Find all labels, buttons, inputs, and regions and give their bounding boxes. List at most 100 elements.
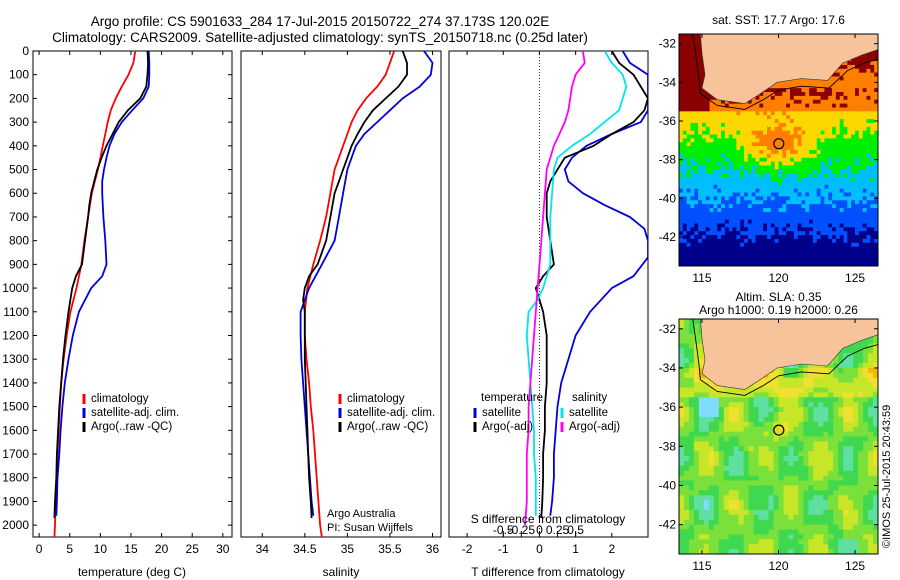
difference-legend-label: satellite — [569, 407, 608, 419]
sst-cell — [744, 250, 749, 255]
sla-cell — [808, 377, 814, 384]
sst-cell — [701, 92, 707, 97]
sst-cell — [728, 208, 734, 213]
sla-cell — [723, 509, 730, 516]
sst-cell — [767, 223, 772, 228]
sst-cell — [809, 246, 814, 252]
sst-cell — [855, 80, 860, 85]
sla-cell — [693, 544, 700, 550]
sst-cell — [701, 200, 707, 205]
sla-cell — [823, 446, 829, 452]
sla-cell — [773, 529, 780, 536]
sst-cell — [763, 107, 768, 112]
sst-cell — [858, 238, 864, 244]
sla-cell — [818, 509, 824, 516]
sst-cell — [755, 262, 760, 266]
sst-cell — [782, 192, 787, 197]
sst-cell — [694, 173, 699, 178]
sst-cell — [724, 211, 730, 217]
sst-cell — [724, 107, 730, 112]
sst-cell — [767, 115, 772, 120]
sla-cell — [783, 397, 790, 403]
sla-cell — [753, 407, 760, 413]
sla-cell — [828, 441, 834, 447]
sst-cell — [862, 180, 868, 186]
sla-cell — [723, 524, 730, 531]
sst-cell — [839, 238, 845, 244]
sst-cell — [732, 173, 738, 178]
sla-cell — [823, 367, 829, 374]
sst-cell — [679, 161, 684, 167]
sla-cell — [758, 436, 765, 442]
sla-cell — [778, 495, 785, 501]
sst-cell — [862, 219, 868, 225]
sst-cell — [694, 130, 699, 136]
sla-cell — [823, 539, 829, 545]
sst-cell — [855, 161, 860, 167]
salinity-difference-tick-label: -0.25 — [508, 523, 536, 537]
sst-cell — [809, 150, 814, 155]
sla-cell — [803, 509, 809, 516]
sst-cell — [866, 57, 871, 62]
sst-cell — [820, 157, 826, 163]
sst-cell — [698, 238, 703, 244]
sst-cell — [858, 242, 864, 248]
sst-cell — [847, 238, 852, 244]
sst-cell — [858, 204, 864, 209]
sst-cell — [736, 138, 741, 143]
sst-cell — [782, 180, 787, 186]
sla-cell — [833, 534, 839, 540]
sst-cell — [686, 173, 692, 178]
sst-cell — [820, 126, 826, 132]
sst-cell — [843, 219, 848, 225]
sst-cell — [701, 103, 707, 109]
sla-cell — [763, 456, 770, 462]
sst-cell — [724, 238, 730, 244]
sst-cell — [755, 196, 760, 201]
sst-cell — [801, 208, 806, 213]
sst-cell — [866, 238, 871, 244]
sst-cell — [816, 138, 822, 143]
sla-cell — [763, 529, 770, 536]
sst-cell — [713, 262, 718, 266]
sst-cell — [728, 157, 734, 163]
sla-cell — [743, 460, 750, 467]
sst-cell — [820, 103, 826, 109]
sla-cell — [773, 402, 780, 408]
sst-cell — [694, 95, 699, 101]
sla-cell — [813, 367, 819, 374]
sst-cell — [793, 111, 799, 116]
sst-cell — [744, 177, 749, 182]
sst-cell — [717, 122, 722, 128]
sla-cell — [763, 402, 770, 408]
sst-cell — [801, 134, 806, 139]
sst-cell — [828, 165, 833, 170]
sst-cell — [835, 196, 841, 201]
sst-cell — [870, 64, 875, 70]
sst-cell — [789, 157, 795, 163]
sst-cell — [847, 227, 852, 232]
sst-cell — [855, 115, 860, 120]
sla-cell — [778, 436, 785, 442]
sst-cell — [835, 157, 841, 163]
sla-cell — [723, 436, 730, 442]
sla-cell — [783, 470, 790, 477]
sst-cell — [809, 161, 814, 167]
sla-cell — [808, 470, 814, 477]
sla-cell — [798, 519, 804, 526]
sst-cell — [786, 262, 791, 266]
sst-cell — [694, 68, 699, 74]
sst-cell — [682, 161, 688, 167]
sla-cell — [838, 372, 844, 379]
sla-cell — [679, 353, 685, 359]
sla-cell — [763, 392, 770, 398]
sla-cell — [803, 441, 809, 447]
sst-cell — [847, 184, 852, 190]
sst-cell — [855, 142, 860, 147]
sst-cell — [828, 103, 833, 109]
salinity-x-label: salinity — [323, 565, 360, 579]
sla-cell — [763, 519, 770, 526]
sst-cell — [801, 246, 806, 252]
sla-cell — [753, 426, 760, 433]
sst-cell — [705, 204, 711, 209]
